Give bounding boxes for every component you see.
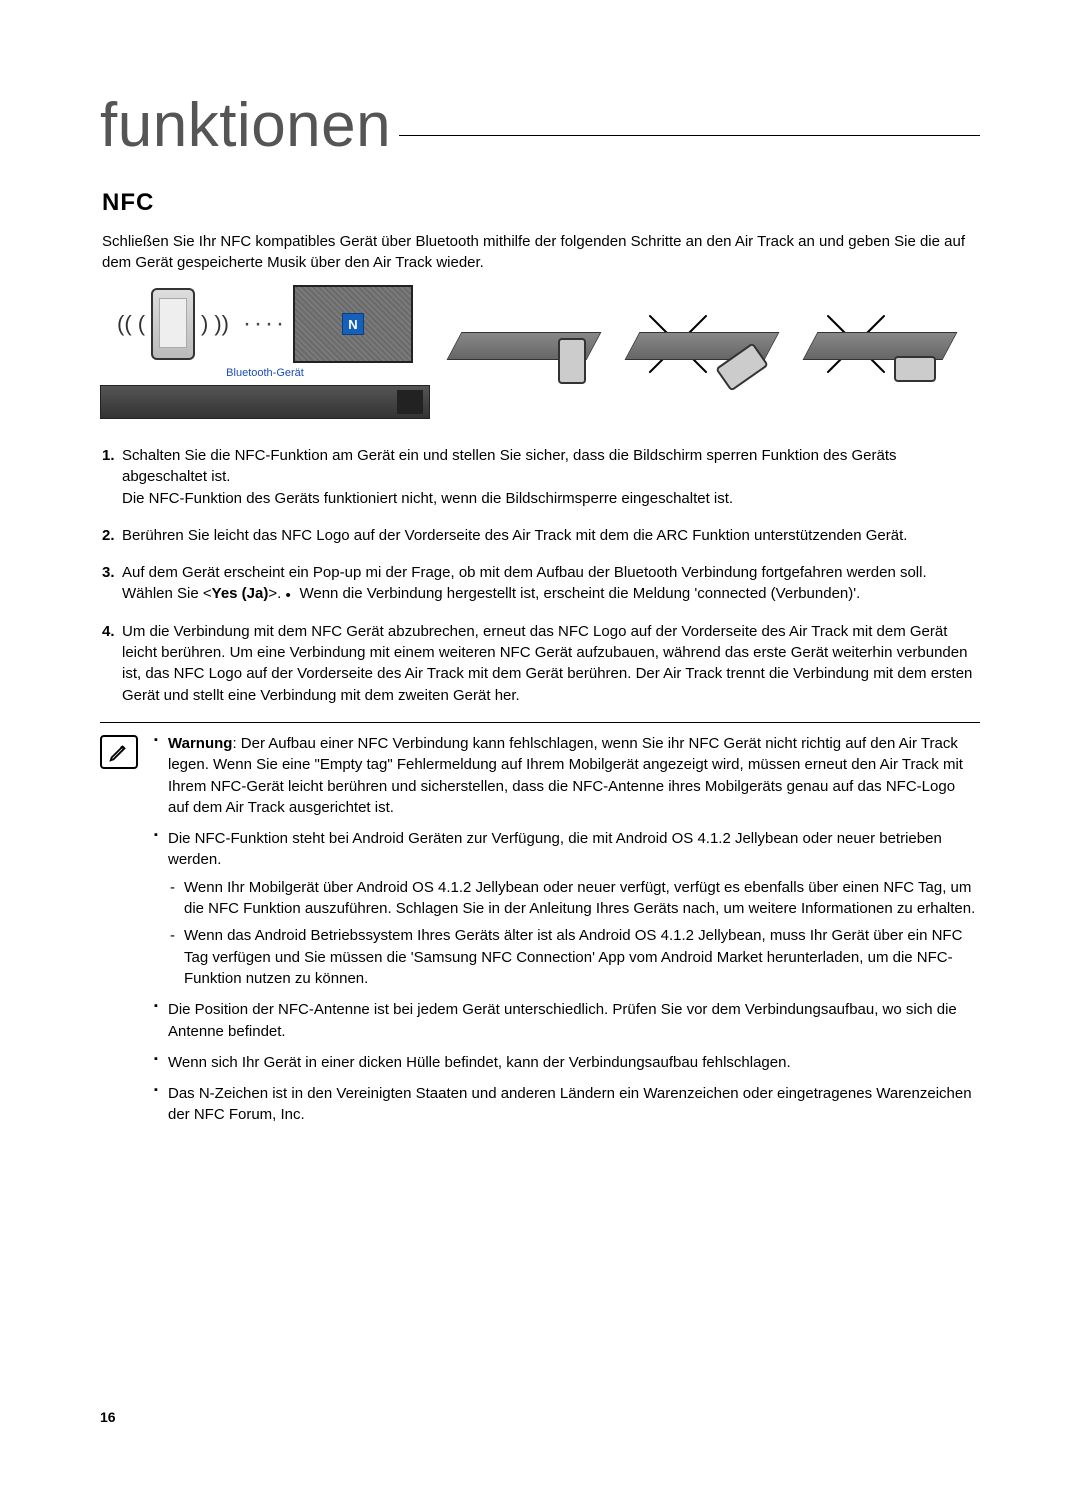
step-number: 1. (102, 445, 115, 466)
note-text: Wenn sich Ihr Gerät in einer dicken Hüll… (168, 1054, 791, 1071)
wave-left-icon-2: ( (138, 311, 145, 337)
note-item: Die NFC-Funktion steht bei Android Gerät… (154, 828, 980, 989)
orientation-wrong-1 (632, 302, 782, 402)
orientation-wrong-2 (810, 302, 960, 402)
step-after: Die NFC-Funktion des Geräts funktioniert… (122, 490, 733, 507)
note-text: Die NFC-Funktion steht bei Android Gerät… (168, 830, 942, 868)
phone-row: (( ( ) )) ···· N (100, 285, 430, 363)
figure-left: (( ( ) )) ···· N Bluetooth-Gerät (100, 285, 430, 419)
figure-right (454, 302, 960, 402)
step-number: 4. (102, 621, 115, 642)
step-text: Berühren Sie leicht das NFC Logo auf der… (122, 525, 980, 546)
notes-section: Warnung: Der Aufbau einer NFC Verbindung… (100, 733, 980, 1136)
note-text: Das N-Zeichen ist in den Vereinigten Sta… (168, 1085, 972, 1123)
page-title: funktionen (100, 90, 391, 161)
note-text: Die Position der NFC-Antenne ist bei jed… (168, 1001, 957, 1039)
step-bullet: Wenn die Verbindung hergestellt ist, ers… (285, 585, 860, 602)
step-4: 4. Um die Verbindung mit dem NFC Gerät a… (102, 621, 980, 706)
step-text: Schalten Sie die NFC-Funktion am Gerät e… (122, 447, 897, 485)
note-item: Wenn sich Ihr Gerät in einer dicken Hüll… (154, 1052, 980, 1073)
step-number: 2. (102, 525, 115, 546)
dots-icon: ···· (243, 310, 287, 338)
step-number: 3. (102, 562, 115, 583)
orientation-correct (454, 302, 604, 402)
step-3: 3. Auf dem Gerät erscheint ein Pop-up mi… (102, 562, 980, 605)
step-text: Um die Verbindung mit dem NFC Gerät abzu… (122, 621, 980, 706)
note-subitem: Wenn Ihr Mobilgerät über Android OS 4.1.… (168, 877, 980, 920)
note-sublist: Wenn Ihr Mobilgerät über Android OS 4.1.… (168, 877, 980, 989)
step-2: 2. Berühren Sie leicht das NFC Logo auf … (102, 525, 980, 546)
note-subitem: Wenn das Android Betriebssystem Ihres Ge… (168, 925, 980, 989)
nfc-mark-icon: N (342, 313, 364, 335)
divider (100, 722, 980, 723)
page-number: 16 (100, 1409, 116, 1425)
phone-icon (151, 288, 195, 360)
step-1: 1. Schalten Sie die NFC-Funktion am Gerä… (102, 445, 980, 509)
title-rule (399, 135, 980, 136)
intro-paragraph: Schließen Sie Ihr NFC kompatibles Gerät … (102, 231, 980, 273)
note-text: : Der Aufbau einer NFC Verbindung kann f… (168, 735, 963, 816)
note-prefix: Warnung (168, 735, 232, 752)
wave-left-icon: (( (117, 311, 132, 337)
steps-list: 1. Schalten Sie die NFC-Funktion am Gerä… (102, 445, 980, 706)
page-title-row: funktionen (100, 90, 980, 161)
wave-right-icon: )) (214, 311, 229, 337)
notes-list: Warnung: Der Aufbau einer NFC Verbindung… (154, 733, 980, 1136)
manual-page: funktionen NFC Schließen Sie Ihr NFC kom… (0, 0, 1080, 1485)
soundbar-icon (100, 385, 430, 419)
note-item: Warnung: Der Aufbau einer NFC Verbindung… (154, 733, 980, 818)
bluetooth-device-label: Bluetooth-Gerät (100, 367, 430, 379)
note-pencil-icon (100, 735, 138, 769)
nfc-figure: (( ( ) )) ···· N Bluetooth-Gerät (100, 285, 980, 419)
wave-right-icon-2: ) (201, 311, 208, 337)
section-heading: NFC (102, 189, 980, 217)
note-item: Die Position der NFC-Antenne ist bei jed… (154, 999, 980, 1042)
note-item: Das N-Zeichen ist in den Vereinigten Sta… (154, 1083, 980, 1126)
nfc-logo-box: N (293, 285, 413, 363)
